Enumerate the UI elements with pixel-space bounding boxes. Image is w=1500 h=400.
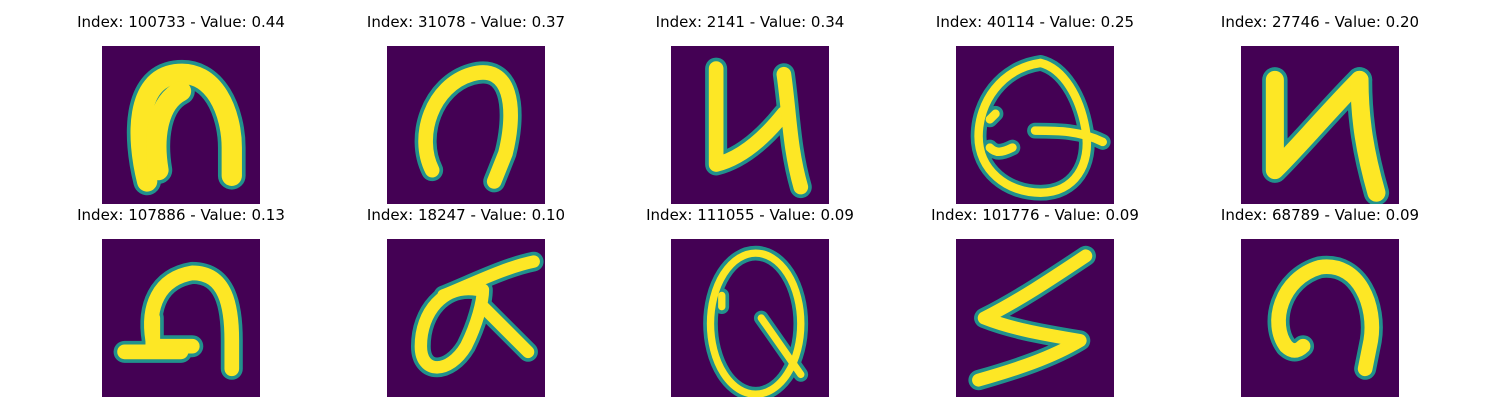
panel-title: Index: 27746 - Value: 0.20 <box>1220 13 1420 31</box>
glyph-image <box>671 46 829 204</box>
panel-5: Index: 27746 - Value: 0.20 <box>1190 12 1450 204</box>
panel-title: Index: 40114 - Value: 0.25 <box>935 13 1135 31</box>
glyph-strokes <box>1265 70 1386 202</box>
glyph-strokes <box>117 265 240 377</box>
glyph-image <box>102 46 260 204</box>
glyph-strokes <box>708 61 809 195</box>
panel-6: Index: 107886 - Value: 0.13 <box>51 205 311 397</box>
panel-title: Index: 100733 - Value: 0.44 <box>77 13 285 31</box>
glyph-image <box>102 239 260 397</box>
glyph-image <box>1241 46 1399 204</box>
panel-8: Index: 111055 - Value: 0.09 <box>620 205 880 397</box>
panel-7: Index: 18247 - Value: 0.10 <box>336 205 596 397</box>
panel-1: Index: 100733 - Value: 0.44 <box>51 12 311 204</box>
panel-title: Index: 107886 - Value: 0.13 <box>77 206 285 224</box>
panel-3: Index: 2141 - Value: 0.34 <box>620 12 880 204</box>
panel-2: Index: 31078 - Value: 0.37 <box>336 12 596 204</box>
panel-9: Index: 101776 - Value: 0.09 <box>905 205 1165 397</box>
panel-10: Index: 68789 - Value: 0.09 <box>1190 205 1450 397</box>
glyph-strokes <box>418 65 518 189</box>
glyph-strokes <box>1271 259 1380 377</box>
panel-title: Index: 111055 - Value: 0.09 <box>646 206 854 224</box>
glyph-strokes <box>414 255 540 374</box>
panel-title: Index: 31078 - Value: 0.37 <box>366 13 566 31</box>
panel-title: Index: 101776 - Value: 0.09 <box>931 206 1139 224</box>
glyph-image <box>671 239 829 397</box>
panel-title: Index: 2141 - Value: 0.34 <box>655 13 845 31</box>
glyph-image <box>387 239 545 397</box>
glyph-image <box>956 239 1114 397</box>
glyph-image <box>387 46 545 204</box>
panel-title: Index: 68789 - Value: 0.09 <box>1220 206 1420 224</box>
glyph-strokes <box>130 63 242 192</box>
glyph-strokes <box>974 58 1107 197</box>
glyph-image <box>1241 239 1399 397</box>
glyph-strokes <box>972 249 1093 387</box>
panel-4: Index: 40114 - Value: 0.25 <box>905 12 1165 204</box>
glyph-image <box>956 46 1114 204</box>
glyph-strokes <box>706 249 805 397</box>
panel-title: Index: 18247 - Value: 0.10 <box>366 206 566 224</box>
